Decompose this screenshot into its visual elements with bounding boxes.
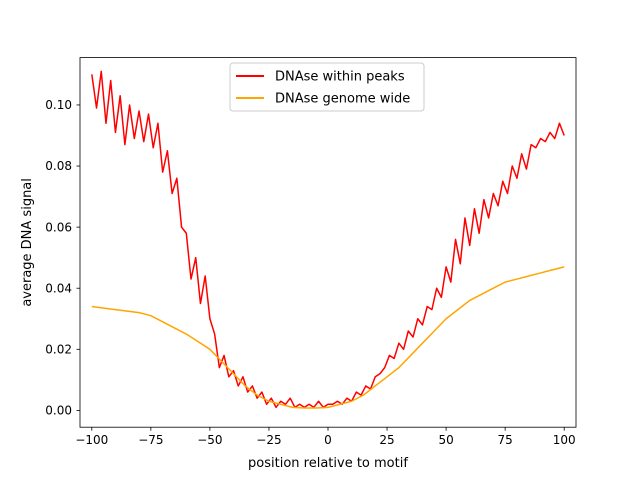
x-tick-label: 50: [438, 433, 453, 447]
x-tick-label: 25: [379, 433, 394, 447]
series-layer: [91, 70, 565, 409]
x-tick-label: 75: [498, 433, 513, 447]
y-tick-label: 0.04: [45, 281, 72, 295]
x-axis-label: position relative to motif: [248, 456, 408, 471]
series-line-genome-wide: [91, 266, 565, 409]
y-tick-label: 0.02: [45, 343, 72, 357]
x-tick-label: 100: [553, 433, 576, 447]
y-axis-label: average DNA signal: [20, 178, 35, 307]
x-tick-label: −25: [256, 433, 281, 447]
legend-label-genome-wide: DNAse genome wide: [275, 92, 410, 107]
y-axis: 0.00 0.02 0.04 0.06 0.08 0.10: [45, 98, 80, 418]
x-tick-label: −100: [75, 433, 108, 447]
legend-box: [229, 62, 425, 112]
y-tick-label: 0.06: [45, 220, 72, 234]
series-line-within-peaks: [91, 70, 565, 409]
y-tick-label: 0.08: [45, 159, 72, 173]
x-tick-label: −50: [197, 433, 222, 447]
x-axis: −100 −75 −50 −25 0 25 50 75 100: [75, 427, 576, 447]
x-tick-label: −75: [138, 433, 163, 447]
x-tick-label: 0: [324, 433, 332, 447]
y-tick-label: 0.10: [45, 98, 72, 112]
y-tick-label: 0.00: [45, 404, 72, 418]
legend-label-within-peaks: DNAse within peaks: [275, 70, 405, 85]
legend: DNAse within peaks DNAse genome wide: [229, 62, 425, 112]
